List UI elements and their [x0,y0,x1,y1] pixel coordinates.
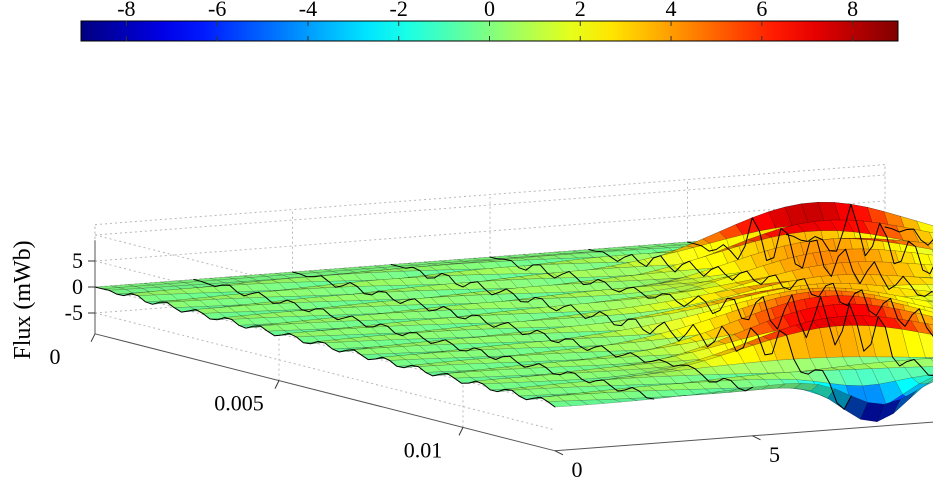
x-tick-label: 0.005 [214,391,264,416]
colorbar-tick-label: 6 [756,0,767,21]
surface-mesh-line [193,279,655,400]
y-tick-mark [554,450,564,456]
colorbar-tick-label: -8 [117,0,135,21]
surface-cell [930,358,933,362]
x-tick-label: 0.01 [404,437,443,462]
surface-cell [927,323,933,333]
surface-mesh-line [292,271,753,392]
surface-cell [910,320,933,335]
colorbar-tick-label: 8 [847,0,858,21]
surface-cell [912,228,933,247]
surface-cell [909,381,933,399]
x-tick-label: 0 [50,344,61,369]
surface-cell [926,379,933,384]
y-tick-label: 0 [572,457,583,482]
colorbar-tick-label: -2 [390,0,408,21]
surface-mesh-line [390,264,852,410]
y-tick-mark [752,435,761,441]
z-tick-label: 0 [72,274,83,299]
colorbar-tick-label: 4 [666,0,677,21]
colorbar: -8 -6 -4 -2 0 2 4 6 8 [80,0,899,42]
surface-mesh-line [489,256,933,377]
surface-cell [911,374,933,385]
x-tick-mark [458,427,464,436]
colorbar-tick-label: 0 [484,0,495,21]
y-tick-label: 5 [769,442,780,467]
colorbar-ticks: -8 -6 -4 -2 0 2 4 6 8 [117,0,858,41]
colorbar-tick-label: 2 [575,0,586,21]
surface-cell [917,331,933,358]
surface-cell [919,277,933,285]
colorbar-tick-label: -6 [208,0,226,21]
x-tick-mark [274,380,280,389]
surface-mesh-line [94,286,556,408]
surface-cell [919,376,933,384]
colorbar-tick-label: -4 [299,0,317,21]
surface-mesh-line [687,217,933,297]
surface-plot [94,202,933,423]
x-axis-line [94,333,556,452]
x-tick-mark [90,333,96,343]
z-tick-label: -5 [65,300,83,325]
z-axis-label: Flux (mWb) [10,240,36,359]
surface-mesh-line [588,249,933,337]
surface-cell [928,231,933,241]
z-tick-label: 5 [72,248,83,273]
surface-mesh-line [785,203,933,275]
y-axis-line [554,421,933,452]
surface-cell [929,300,933,303]
